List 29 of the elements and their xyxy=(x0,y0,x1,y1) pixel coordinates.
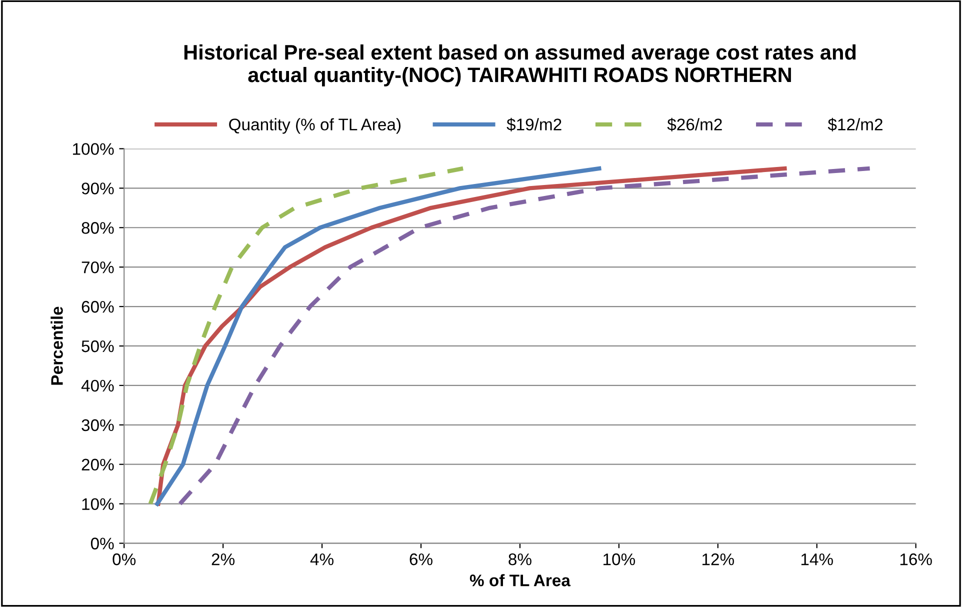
x-tick-label: 2% xyxy=(212,553,235,566)
y-tick-label: 70% xyxy=(82,261,114,274)
x-tick-label: 16% xyxy=(900,553,932,566)
legend-label: Quantity (% of TL Area) xyxy=(229,118,400,134)
x-axis-title: % of TL Area xyxy=(470,574,571,586)
chart-title: Historical Pre-seal extent based on assumed average cost rates and actual quantity-(NOC) TAIRAWHITI ROADS NORTHERN xyxy=(184,44,856,86)
line-series xyxy=(148,166,466,506)
y-tick-label: 40% xyxy=(81,380,114,392)
y-tick-label: 50% xyxy=(82,340,114,352)
legend-label: $12/m2 xyxy=(828,118,882,132)
x-tick-label: 12% xyxy=(702,553,734,566)
y-tick-label: 100% xyxy=(73,143,114,155)
y-tick-label: 10% xyxy=(82,498,114,510)
x-tick-label: 0% xyxy=(112,553,136,566)
y-tick-label: 30% xyxy=(82,419,114,432)
y-tick-label: 0% xyxy=(90,538,114,550)
y-tick-label: 60% xyxy=(82,300,114,313)
line-series xyxy=(155,166,602,506)
y-tick-label: 90% xyxy=(82,182,114,194)
legend-label: $19/m2 xyxy=(506,118,562,132)
y-tick-label: 20% xyxy=(82,458,114,471)
x-tick-label: 8% xyxy=(508,553,532,566)
y-axis-title: Percentile xyxy=(50,306,63,385)
x-tick-label: 10% xyxy=(604,553,636,566)
y-tick-label: 80% xyxy=(82,222,114,234)
x-tick-label: 4% xyxy=(310,554,334,566)
legend-label: $26/m2 xyxy=(667,118,722,132)
x-tick-label: 6% xyxy=(410,553,432,566)
x-tick-label: 14% xyxy=(801,554,833,566)
